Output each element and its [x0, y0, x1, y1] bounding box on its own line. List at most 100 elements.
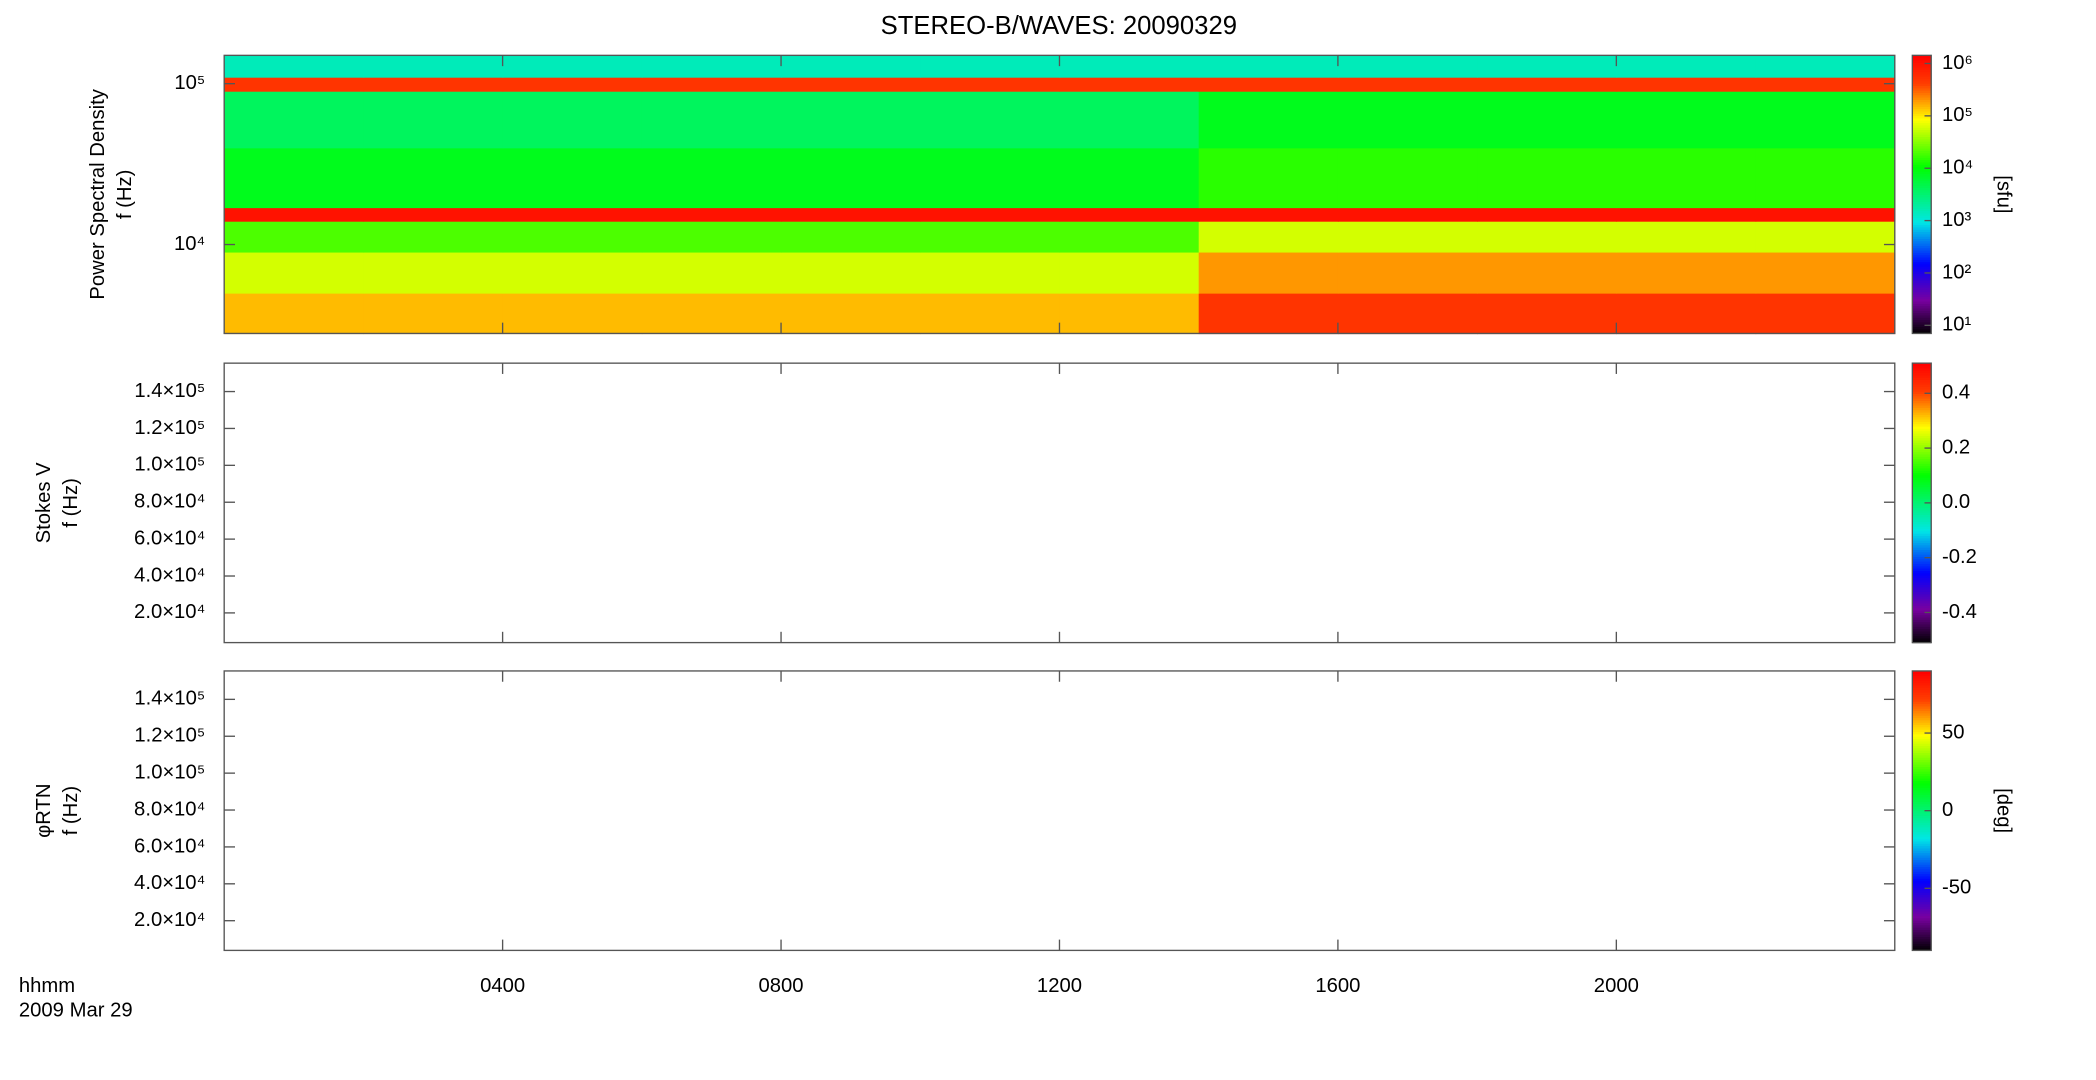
colorbar-swatch	[1912, 463, 1932, 467]
colorbar-swatch	[1912, 374, 1932, 378]
colorbar-swatch	[1912, 268, 1932, 272]
colorbar-swatch	[1912, 458, 1932, 462]
heatmap-cell	[1059, 55, 1200, 78]
colorbar-swatch	[1912, 104, 1932, 107]
colorbar-swatch	[1912, 931, 1932, 935]
colorbar-tick-label: -50	[1942, 877, 1971, 899]
colorbar-swatch	[1912, 600, 1932, 604]
heatmap-cell	[502, 207, 643, 222]
colorbar-swatch	[1912, 266, 1932, 270]
colorbar-swatch	[1912, 419, 1932, 422]
colorbar-swatch	[1912, 486, 1932, 490]
colorbar-swatch	[1912, 568, 1932, 571]
colorbar-swatch	[1912, 896, 1932, 900]
colorbar-swatch	[1912, 319, 1932, 323]
heatmap-cell	[1059, 147, 1200, 209]
heatmap-cell	[1337, 292, 1478, 335]
colorbar-swatch	[1912, 226, 1932, 230]
colorbar-swatch	[1912, 789, 1932, 793]
colorbar-swatch	[1912, 331, 1932, 334]
colorbar-swatch	[1912, 773, 1932, 777]
plot-frame	[223, 362, 1896, 644]
colorbar-swatch	[1912, 402, 1932, 406]
colorbar-swatch	[1912, 94, 1932, 98]
colorbar-swatch	[1912, 491, 1932, 495]
colorbar-swatch	[1912, 166, 1932, 170]
colorbar-swatch	[1912, 630, 1932, 634]
heatmap-cell	[920, 91, 1061, 149]
heatmap-cell	[1337, 147, 1478, 209]
colorbar-swatch	[1912, 516, 1932, 520]
colorbar-swatch	[1912, 474, 1932, 478]
heatmap-cell	[781, 251, 921, 294]
heatmap-cell	[1198, 207, 1339, 222]
colorbar-swatch	[1912, 502, 1932, 506]
colorbar-swatch	[1912, 572, 1932, 576]
heatmap-cell	[641, 292, 782, 335]
heatmap-cell	[502, 251, 643, 294]
colorbar-swatch	[1912, 212, 1932, 216]
colorbar-swatch	[1912, 775, 1932, 779]
colorbar-swatch	[1912, 127, 1932, 131]
heatmap-cell	[1477, 55, 1618, 78]
colorbar-swatch	[1912, 106, 1932, 110]
colorbar-swatch	[1912, 575, 1932, 578]
colorbar-swatch	[1912, 277, 1932, 281]
colorbar-swatch	[1912, 124, 1932, 128]
colorbar-swatch	[1912, 194, 1932, 198]
heatmap-cell	[1755, 147, 1896, 209]
colorbar-swatch	[1912, 256, 1932, 260]
colorbar-swatch	[1912, 409, 1932, 413]
colorbar-swatch	[1912, 523, 1932, 527]
colorbar-swatch	[1912, 465, 1932, 469]
y-tick-label: 1.4×10⁵	[134, 688, 205, 710]
colorbar-swatch	[1912, 187, 1932, 191]
colorbar-swatch	[1912, 556, 1932, 560]
colorbar-swatch	[1912, 854, 1932, 858]
colorbar-swatch	[1912, 771, 1932, 774]
colorbar-swatch	[1912, 57, 1932, 61]
x-axis-label: hhmm	[19, 975, 75, 997]
colorbar-swatch	[1912, 314, 1932, 318]
colorbar-swatch	[1912, 460, 1932, 464]
heatmap-cell	[1755, 221, 1896, 253]
colorbar-swatch	[1912, 579, 1932, 583]
colorbar-swatch	[1912, 363, 1932, 367]
colorbar-swatch	[1912, 134, 1932, 138]
heatmap-cell	[1755, 207, 1896, 222]
heatmap-cell	[781, 77, 921, 92]
colorbar-swatch	[1912, 115, 1932, 119]
colorbar-swatch	[1912, 141, 1932, 144]
colorbar-swatch	[1912, 729, 1932, 733]
colorbar-swatch	[1912, 929, 1932, 933]
colorbar-swatch	[1912, 250, 1932, 253]
y-tick-label: 1.4×10⁵	[134, 380, 205, 402]
heatmap-cell	[224, 147, 365, 209]
heatmap-cell	[641, 91, 782, 149]
colorbar-swatch	[1912, 806, 1932, 809]
colorbar-swatch	[1912, 222, 1932, 226]
colorbar-swatch	[1912, 263, 1932, 267]
colorbar-swatch	[1912, 444, 1932, 448]
heatmap-cell	[1477, 292, 1618, 335]
colorbar-swatch	[1912, 412, 1932, 415]
colorbar-swatch	[1912, 799, 1932, 802]
heatmap-cell	[1616, 91, 1757, 149]
colorbar-swatch	[1912, 171, 1932, 175]
colorbar-swatch	[1912, 407, 1932, 411]
heatmap-cell	[1059, 221, 1200, 253]
colorbar-swatch	[1912, 724, 1932, 728]
colorbar-swatch	[1912, 512, 1932, 516]
colorbar-swatch	[1912, 792, 1932, 795]
colorbar-swatch	[1912, 386, 1932, 390]
heatmap-cell	[1337, 77, 1478, 92]
y-axis-label: f (Hz)	[60, 478, 82, 527]
colorbar-swatch	[1912, 752, 1932, 756]
colorbar-swatch	[1912, 328, 1932, 332]
y-axis-label: f (Hz)	[60, 786, 82, 835]
colorbar-swatch	[1912, 395, 1932, 399]
colorbar-swatch	[1912, 801, 1932, 805]
colorbar-swatch	[1912, 764, 1932, 767]
colorbar-swatch	[1912, 640, 1932, 644]
colorbar-swatch	[1912, 530, 1932, 534]
